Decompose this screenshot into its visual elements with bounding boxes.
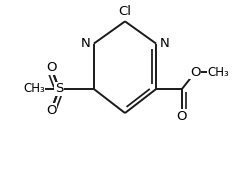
Text: O: O bbox=[190, 66, 200, 79]
Text: O: O bbox=[46, 61, 56, 74]
Text: O: O bbox=[46, 104, 56, 117]
Text: O: O bbox=[177, 110, 187, 123]
Text: Cl: Cl bbox=[118, 5, 132, 18]
Text: N: N bbox=[80, 37, 90, 50]
Text: CH₃: CH₃ bbox=[208, 66, 230, 79]
Text: CH₃: CH₃ bbox=[23, 82, 45, 96]
Text: N: N bbox=[160, 37, 170, 50]
Text: S: S bbox=[55, 82, 63, 96]
